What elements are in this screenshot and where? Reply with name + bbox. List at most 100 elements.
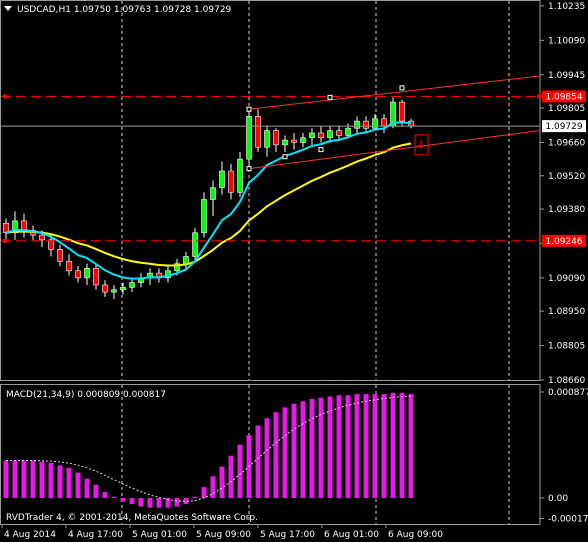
candle-body-36 [327,130,333,139]
macd-bar-10 [93,484,99,498]
macd-bar-5 [48,462,54,498]
trend-anchor-upper-0 [246,106,252,112]
macd-bar-8 [75,472,81,498]
trend-anchor-upper-2 [399,85,405,91]
price-label-8: 1.09090 [548,274,585,284]
ma-slow-line [5,142,412,267]
price-label-9: 1.08950 [548,307,585,317]
time-label-4: 5 Aug 17:00 [260,530,315,540]
candle-body-39 [354,120,360,129]
candle-body-33 [300,137,306,143]
macd-bar-20 [183,498,189,505]
macd-bar-0 [3,460,9,498]
macd-bar-3 [30,460,36,498]
candle-body-37 [336,130,342,136]
candle-body-21 [192,232,198,257]
macd-bar-44 [399,392,405,498]
macd-bar-29 [264,418,270,498]
chart-title: USDCAD,H1 1.09750 1.09763 1.09728 1.0972… [17,5,232,15]
candle-body-23 [210,187,216,200]
chart-menu-triangle-icon [4,6,12,11]
time-label-6: 6 Aug 09:00 [388,530,443,540]
candle-body-30 [273,130,279,146]
macd-bar-33 [300,401,306,498]
macd-bar-32 [291,403,297,498]
macd-bar-25 [228,455,234,498]
candle-body-9 [84,268,90,279]
candles-group [3,97,414,300]
macd-bar-12 [111,496,117,498]
price-label-11: 1.08660 [548,376,585,386]
macd-histogram [3,392,414,508]
price-marker-text-2: 1.09246 [545,237,582,247]
candle-body-19 [174,263,180,272]
candle-body-26 [237,158,243,193]
candle-body-12 [111,289,117,293]
price-marker-bg-1 [542,120,586,133]
trend-channel-upper [248,75,541,110]
macd-bar-26 [237,444,243,498]
candle-body-40 [363,120,369,129]
candle-body-28 [255,116,261,148]
macd-frame [0,384,541,525]
price-label-0: 1.10235 [548,2,585,12]
candle-body-24 [219,170,225,188]
candle-body-44 [399,101,405,122]
candle-body-31 [282,139,288,146]
price-marker-2: 1.09246 [542,234,586,247]
candle-body-13 [120,287,126,291]
candle-body-2 [21,220,27,231]
candle-body-27 [246,116,252,160]
macd-bar-6 [57,465,63,498]
macd-bar-38 [345,395,351,498]
macd-bar-40 [363,394,369,498]
trend-anchor-lower-1 [282,154,288,160]
price-marker-text-0: 1.09854 [545,92,582,102]
price-marker-text-1: 1.09729 [545,122,582,132]
candle-body-41 [372,118,378,129]
macd-bar-15 [138,498,144,507]
trend-anchor-lower-2 [318,147,324,153]
macd-title: MACD(21,34,9) 0.000809 0.000817 [6,390,166,400]
macd-bar-41 [372,394,378,498]
resistance-anchor-left [3,94,7,99]
macd-bar-42 [381,394,387,498]
macd-bar-45 [408,394,414,498]
price-marker-1: 1.09729 [542,120,586,133]
trend-channel-lower [248,130,541,170]
candle-body-10 [93,268,99,286]
main-chart-frame [0,0,541,381]
price-marker-bg-2 [542,234,586,247]
candle-body-1 [12,220,18,234]
candle-body-6 [57,249,63,262]
macd-bar-23 [210,476,216,498]
candle-body-25 [228,170,234,193]
candle-body-8 [75,270,81,279]
macd-axis-label-1: 0.00 [548,494,568,504]
price-marker-bg-0 [542,90,586,103]
candle-body-14 [129,282,135,288]
candle-body-32 [291,139,297,143]
macd-bar-37 [336,395,342,498]
resistance-anchor-right [537,94,541,99]
price-label-1: 1.10090 [548,36,585,46]
price-label-10: 1.08805 [548,342,585,352]
macd-bar-17 [156,498,162,508]
trend-anchor-lower-0 [246,166,252,172]
macd-bar-39 [354,394,360,498]
macd-signal-line [6,395,412,503]
macd-bar-21 [192,496,198,498]
candle-body-34 [309,132,315,139]
macd-bar-22 [201,487,207,498]
order-marker-box [414,134,429,156]
macd-bar-31 [282,407,288,498]
support-anchor-left [3,238,7,243]
macd-bar-7 [66,467,72,498]
macd-bar-16 [147,498,153,508]
price-label-5: 1.09520 [548,172,585,182]
macd-bar-9 [84,478,90,498]
price-marker-0: 1.09854 [542,90,586,103]
macd-bar-1 [12,460,18,498]
